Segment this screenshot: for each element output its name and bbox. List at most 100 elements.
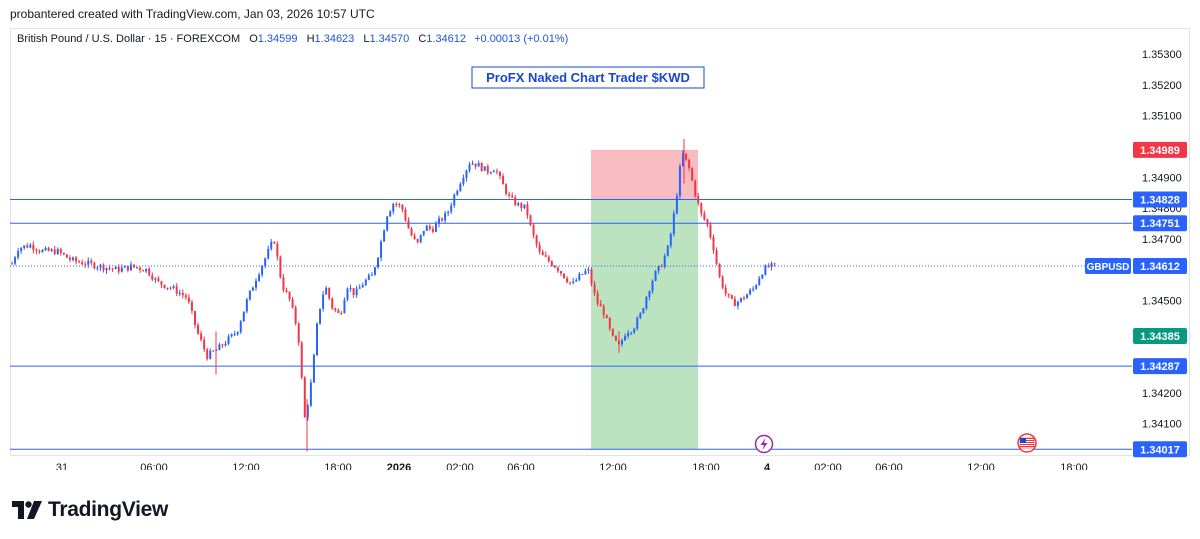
candle-body: [602, 306, 605, 316]
candle-body: [666, 245, 669, 256]
candle-body: [651, 280, 654, 292]
y-tick-label: 1.34500: [1142, 296, 1182, 308]
candle-body: [401, 204, 404, 210]
level-tag-bg: [1133, 191, 1187, 208]
y-tick-label: 1.35100: [1142, 111, 1182, 123]
candle-body: [682, 153, 684, 167]
candle-body: [258, 274, 261, 281]
candle-body: [407, 220, 410, 229]
candle-body: [11, 263, 13, 265]
candle-body: [29, 244, 32, 248]
chart-frame[interactable]: [10, 28, 1190, 456]
candle-body: [743, 297, 745, 299]
candle-body: [636, 318, 639, 329]
candle-body: [712, 237, 715, 251]
price-chart[interactable]: 1.341001.342001.345001.347001.348001.349…: [0, 0, 1200, 470]
candle-body: [633, 328, 636, 333]
candle-body: [123, 265, 126, 268]
candle-body: [203, 339, 206, 350]
candle-body: [163, 284, 166, 288]
candle-body: [630, 332, 633, 334]
candle-body: [14, 257, 17, 264]
candle-body: [697, 195, 700, 203]
candle-body: [300, 342, 303, 378]
candle-body: [749, 289, 752, 295]
candle-body: [312, 355, 315, 383]
candle-body: [325, 287, 328, 295]
candle-body: [468, 164, 471, 171]
candle-body: [361, 285, 364, 288]
candle-body: [672, 213, 675, 234]
candle-body: [194, 310, 196, 325]
candle-body: [434, 223, 437, 232]
candle-body: [41, 250, 44, 253]
x-tick-label: 4: [764, 462, 771, 470]
time-axis[interactable]: 31 06:00 12:00 18:00 2026 02:00 06:00 12:00 18:0…: [56, 462, 1088, 470]
candle-body: [96, 267, 99, 269]
y-tick-label: 1.35300: [1142, 49, 1182, 61]
candle-body: [288, 291, 291, 300]
candle-body: [532, 224, 535, 236]
candle-body: [471, 163, 474, 165]
candle-body: [261, 265, 264, 275]
candle-body: [587, 269, 590, 271]
open-label: O: [249, 33, 258, 45]
candle-body: [340, 312, 343, 314]
candle-body: [209, 350, 212, 359]
candle-body: [535, 235, 538, 245]
candle-body: [364, 279, 367, 286]
x-tick-label: 12:00: [967, 462, 995, 470]
candle-body: [736, 301, 739, 307]
candle-body: [605, 315, 608, 319]
candle-body: [560, 271, 562, 274]
close-label: C: [418, 33, 427, 45]
candle-body: [239, 321, 242, 332]
candle-body: [154, 278, 157, 280]
candle-body: [187, 297, 190, 302]
candle-body: [297, 323, 300, 343]
open-value: 1.34599: [257, 33, 298, 45]
candle-body: [276, 243, 279, 257]
candle-body: [148, 268, 151, 276]
candle-body: [47, 247, 50, 251]
us-flag-icon: [1017, 433, 1037, 453]
candle-body: [523, 204, 526, 209]
candle-body: [120, 267, 123, 272]
current-price-tag-bg: [1133, 258, 1187, 275]
candle-body: [502, 176, 505, 185]
candle-body: [166, 287, 169, 289]
candle-body: [508, 193, 511, 196]
candle-body: [416, 238, 419, 243]
candle-body: [108, 267, 111, 269]
candle-body: [172, 286, 175, 289]
candle-body: [270, 241, 273, 250]
candle-body: [514, 197, 517, 206]
candle-body: [718, 263, 721, 277]
candle-body: [572, 281, 575, 283]
candle-body: [291, 299, 294, 308]
candle-body: [236, 331, 239, 335]
candle-body: [492, 171, 495, 173]
tradingview-brand[interactable]: TradingView: [12, 498, 168, 522]
candle-body: [608, 318, 611, 329]
candle-body: [84, 264, 87, 266]
candle-body: [721, 276, 724, 288]
candle-body: [410, 228, 413, 236]
candle-body: [90, 260, 93, 263]
candle-body: [621, 340, 623, 345]
candle-body: [279, 256, 282, 278]
candle-body: [590, 269, 593, 285]
event-markers[interactable]: [754, 433, 1037, 454]
candle-body: [489, 172, 492, 174]
level-tag: 1.34017: [1140, 444, 1180, 456]
candle-body: [773, 263, 776, 265]
candle-body: [56, 249, 59, 255]
candle-body: [541, 251, 544, 256]
candle-body: [62, 252, 65, 255]
candle-body: [752, 288, 755, 290]
candle-body: [190, 301, 193, 311]
candle-body: [761, 274, 764, 279]
candle-body: [746, 294, 749, 299]
candle-body: [59, 249, 62, 253]
candle-body: [309, 382, 312, 406]
